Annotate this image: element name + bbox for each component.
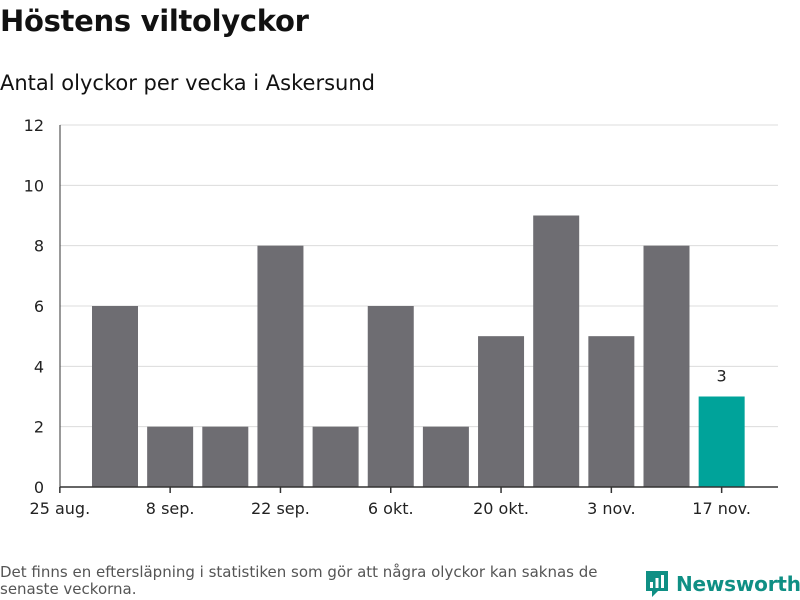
bar	[533, 215, 580, 487]
x-tick-label: 25 aug.	[30, 499, 91, 518]
y-tick-label: 8	[34, 237, 44, 256]
bar	[312, 426, 359, 487]
bar	[643, 245, 690, 487]
chart-title: Höstens viltolyckor	[0, 4, 309, 38]
x-tick-label: 22 sep.	[251, 499, 310, 518]
bar	[92, 306, 138, 487]
bar	[367, 306, 414, 487]
x-tick-label: 6 okt.	[368, 499, 414, 518]
newsworthy-logo-icon	[646, 571, 668, 597]
y-tick-label: 10	[24, 176, 44, 195]
x-tick-label: 8 sep.	[146, 499, 195, 518]
data-label: 3	[717, 367, 727, 386]
y-tick-label: 12	[24, 116, 44, 135]
y-tick-label: 0	[34, 478, 44, 497]
bar	[588, 336, 635, 487]
bar	[257, 245, 304, 487]
brand-logo: Newsworthy	[644, 568, 800, 600]
bar-chart: 0 2 4 6 8 10 12 3 25 aug. 8 sep. 22 sep. 6 okt. 20 o…	[24, 116, 778, 518]
bar	[422, 426, 469, 487]
bar	[478, 336, 525, 487]
y-tick-label: 2	[34, 418, 44, 437]
x-tick-label: 20 okt.	[473, 499, 529, 518]
chart-subtitle: Antal olyckor per vecka i Askersund	[0, 71, 375, 95]
bar	[147, 426, 194, 487]
y-tick-label: 6	[34, 297, 44, 316]
x-tick-label: 3 nov.	[587, 499, 636, 518]
y-tick-label: 4	[34, 357, 44, 376]
footnote: Det finns en eftersläpning i statistiken…	[0, 563, 598, 598]
bar	[698, 396, 745, 487]
bar	[202, 426, 249, 487]
brand-name: Newsworthy	[676, 572, 800, 596]
x-tick-label: 17 nov.	[692, 499, 751, 518]
